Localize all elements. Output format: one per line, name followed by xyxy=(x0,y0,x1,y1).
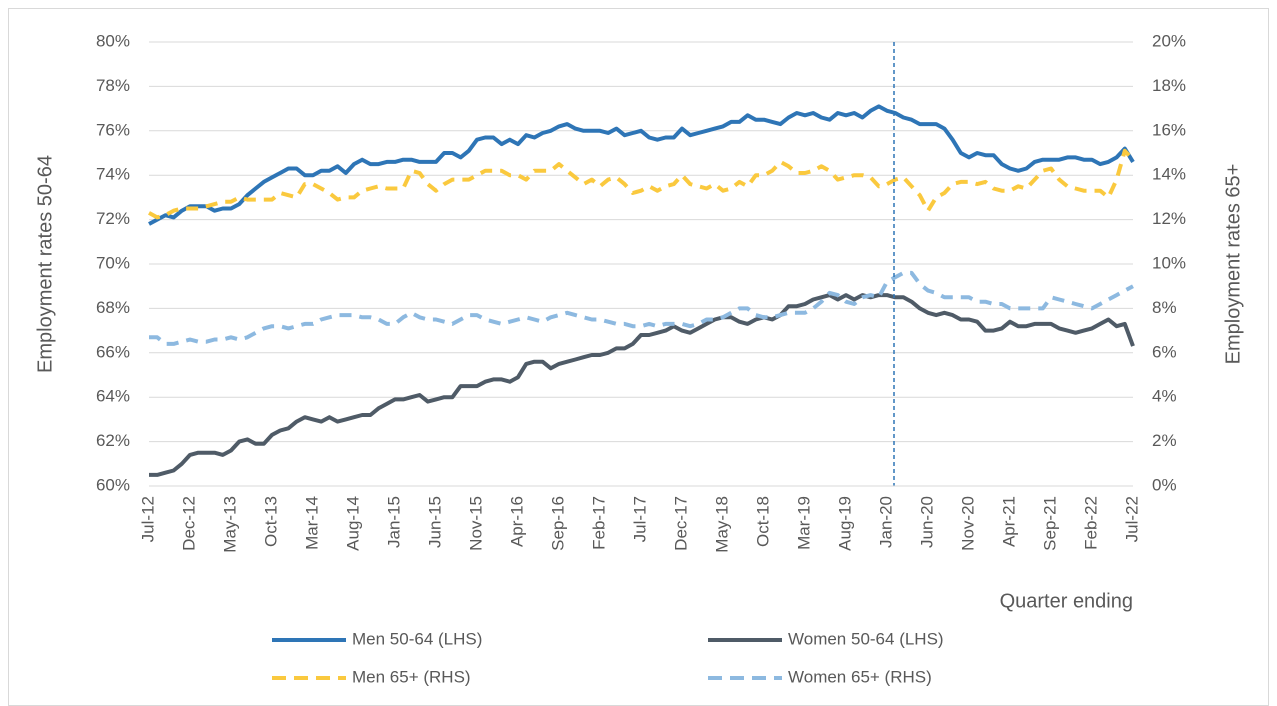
x-tick-label: Feb-22 xyxy=(1081,496,1100,550)
y2-tick-label: 2% xyxy=(1152,431,1177,450)
series-line xyxy=(149,270,1134,346)
y-tick-label: 72% xyxy=(96,209,130,228)
y2-tick-label: 14% xyxy=(1152,165,1186,184)
y2-tick-label: 8% xyxy=(1152,298,1177,317)
legend-label: Women 50-64 (LHS) xyxy=(788,629,944,648)
series-line xyxy=(148,104,1135,226)
x-tick-label: Aug-14 xyxy=(343,496,362,551)
x-tick-label: Nov-15 xyxy=(466,496,485,551)
x-tick-label: Dec-17 xyxy=(671,496,690,551)
x-tick-label: May-18 xyxy=(712,496,731,553)
y-tick-label: 70% xyxy=(96,253,130,272)
x-tick-label: Apr-16 xyxy=(507,496,526,547)
x-tick-label: Apr-21 xyxy=(999,496,1018,547)
x-tick-label: Oct-13 xyxy=(261,496,280,547)
x-tick-label: Jul-17 xyxy=(630,496,649,542)
y2-tick-label: 12% xyxy=(1152,209,1186,228)
series-line xyxy=(148,148,1135,220)
y-tick-label: 64% xyxy=(96,387,130,406)
y2-tick-label: 10% xyxy=(1152,253,1186,272)
y-tick-label: 80% xyxy=(96,31,130,50)
legend-label: Men 65+ (RHS) xyxy=(352,667,471,686)
x-tick-label: Aug-19 xyxy=(835,496,854,551)
x-tick-label: Dec-12 xyxy=(179,496,198,551)
y-tick-label: 74% xyxy=(96,165,130,184)
y-tick-label: 62% xyxy=(96,431,130,450)
x-tick-label: Mar-14 xyxy=(302,496,321,550)
x-tick-label: Mar-19 xyxy=(794,496,813,550)
y-tick-label: 78% xyxy=(96,76,130,95)
x-tick-label: Jun-20 xyxy=(917,496,936,548)
y2-tick-label: 6% xyxy=(1152,342,1177,361)
legend-label: Women 65+ (RHS) xyxy=(788,667,932,686)
series-line xyxy=(149,293,1135,477)
x-axis-label: Quarter ending xyxy=(1000,590,1133,612)
x-tick-label: Jul-12 xyxy=(138,496,157,542)
x-tick-label: Sep-16 xyxy=(548,496,567,551)
y-axis-label: Employment rates 50-64 xyxy=(34,155,56,373)
x-tick-label: Jul-22 xyxy=(1122,496,1141,542)
x-tick-label: Sep-21 xyxy=(1040,496,1059,551)
x-tick-label: Jan-20 xyxy=(876,496,895,548)
x-tick-label: Feb-17 xyxy=(589,496,608,550)
y2-tick-label: 0% xyxy=(1152,475,1177,494)
y2-tick-label: 20% xyxy=(1152,31,1186,50)
x-tick-label: May-13 xyxy=(220,496,239,553)
y-tick-label: 76% xyxy=(96,120,130,139)
y-tick-label: 66% xyxy=(96,342,130,361)
x-tick-label: Nov-20 xyxy=(958,496,977,551)
x-tick-label: Jun-15 xyxy=(425,496,444,548)
y2-tick-label: 4% xyxy=(1152,387,1177,406)
x-tick-label: Jan-15 xyxy=(384,496,403,548)
y2-axis-label: Employment rates 65+ xyxy=(1222,164,1244,365)
y2-tick-label: 16% xyxy=(1152,120,1186,139)
y-tick-label: 68% xyxy=(96,298,130,317)
y2-tick-label: 18% xyxy=(1152,76,1186,95)
x-tick-label: Oct-18 xyxy=(753,496,772,547)
y-tick-label: 60% xyxy=(96,475,130,494)
legend-label: Men 50-64 (LHS) xyxy=(352,629,482,648)
